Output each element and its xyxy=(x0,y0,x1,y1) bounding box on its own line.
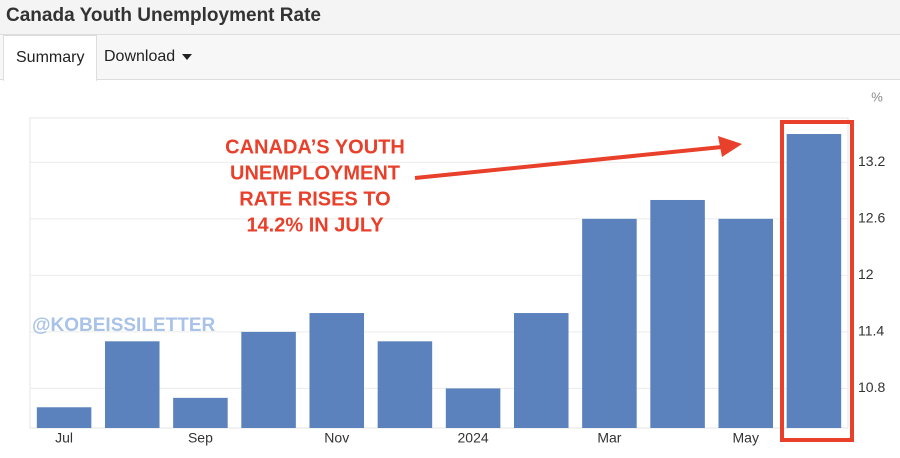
y-tick-label: 11.4 xyxy=(858,323,884,339)
chart: % 10.8 11.4 12 12.6 13.2 Jul Sep Nov 2024 Mar May @… xyxy=(29,89,885,446)
arrow-head xyxy=(718,136,742,157)
bar xyxy=(445,388,501,428)
tab[interactable]: Summary xyxy=(3,35,98,81)
bar xyxy=(104,341,160,428)
page-title: Canada Youth Unemployment Rate xyxy=(6,5,321,26)
highlight-box xyxy=(780,120,854,442)
x-tick-label: Sep xyxy=(188,430,213,446)
x-tick-label: Jul xyxy=(55,430,73,446)
bar xyxy=(718,218,774,428)
bar xyxy=(241,331,296,428)
bar xyxy=(513,313,569,428)
bar xyxy=(173,397,228,428)
y-tick-label: 12.6 xyxy=(858,210,885,226)
bar xyxy=(582,218,637,428)
bar xyxy=(786,134,842,428)
bar xyxy=(377,341,433,428)
bar xyxy=(650,199,705,428)
x-tick-label: 2024 xyxy=(458,430,489,446)
watermark: @KOBEISSILETTER xyxy=(32,315,215,336)
plot-frame xyxy=(29,117,849,429)
annotation-line: 14.2% IN JULY xyxy=(246,214,384,236)
unit-label: % xyxy=(871,89,883,104)
x-tick-label: May xyxy=(733,430,759,446)
y-tick-label: 10.8 xyxy=(858,379,885,395)
annotation-line: CANADA’S YOUTH xyxy=(225,136,405,158)
tab-label: Download xyxy=(104,48,176,65)
x-tick-label: Mar xyxy=(597,430,621,446)
title-bar: Canada Youth Unemployment Rate xyxy=(0,0,900,35)
bar xyxy=(36,407,92,428)
bar xyxy=(309,313,365,428)
annotation-line: RATE RISES TO xyxy=(239,188,391,210)
y-tick-label: 12 xyxy=(858,266,874,282)
x-tick-label: Nov xyxy=(324,430,349,446)
tab[interactable]: Download xyxy=(92,35,187,79)
tab-bar: Summary Download xyxy=(0,35,900,81)
arrow-shaft xyxy=(414,145,723,180)
dropdown-caret xyxy=(182,54,192,60)
annotation-line: UNEMPLOYMENT xyxy=(230,162,400,184)
y-tick-label: 13.2 xyxy=(858,153,885,169)
